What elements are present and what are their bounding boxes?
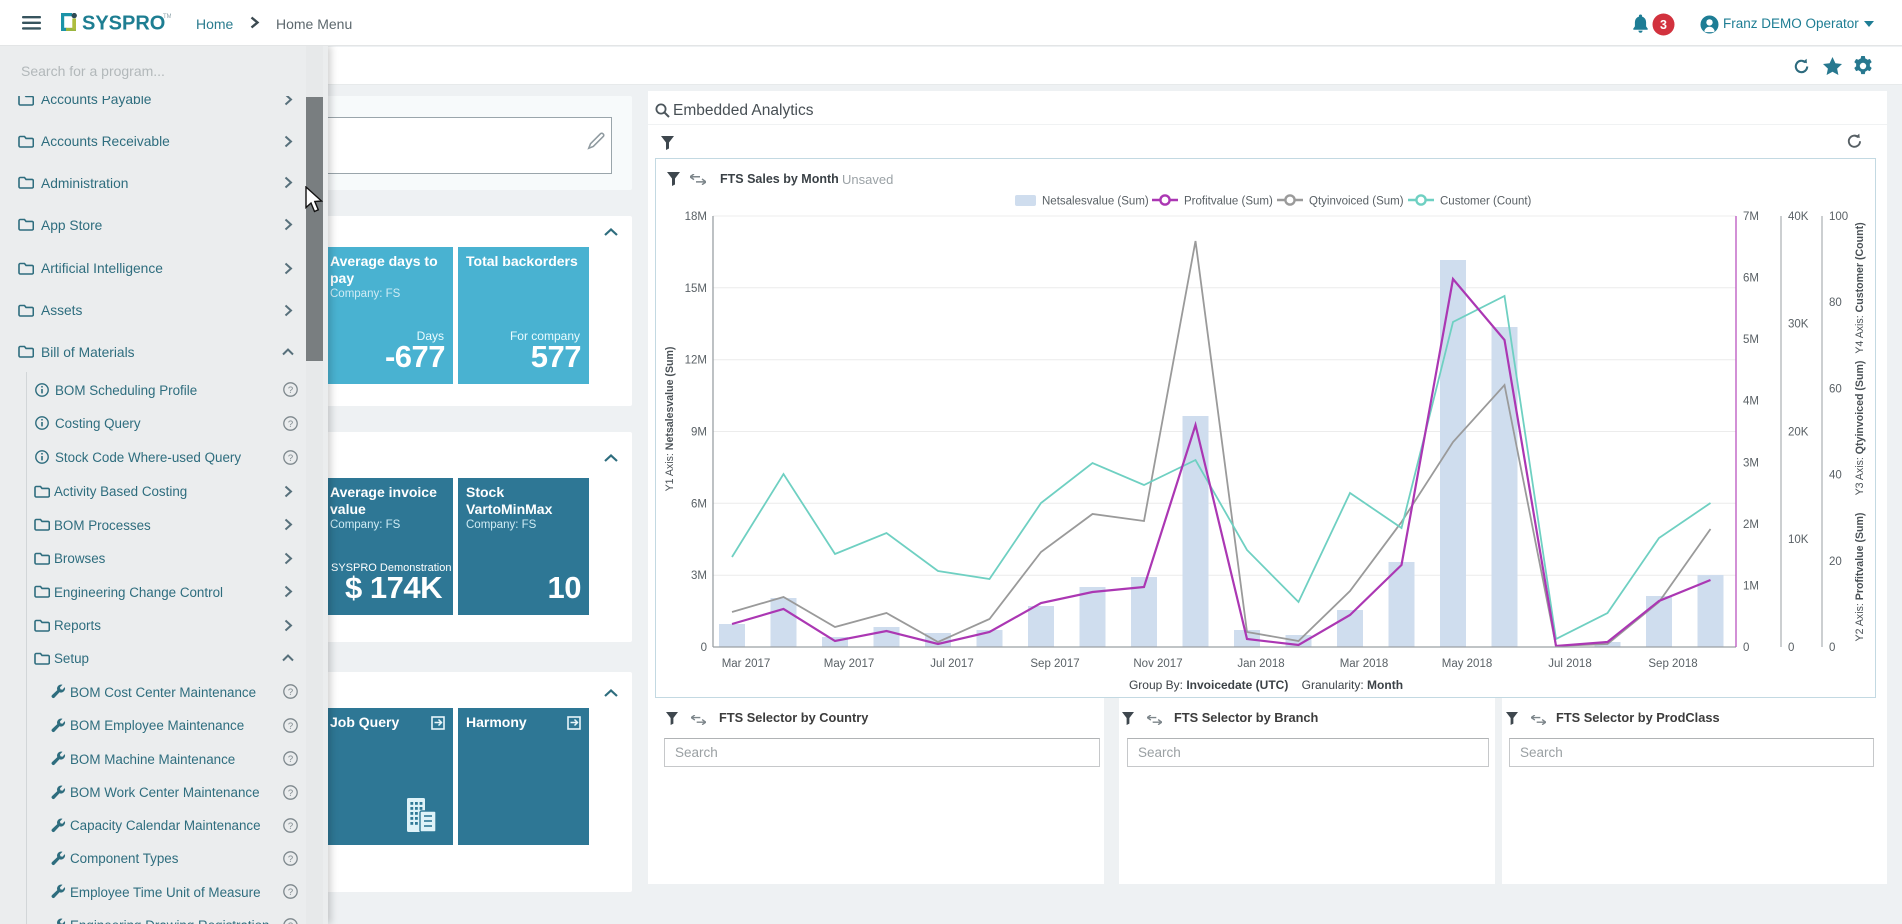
svg-text:20: 20 <box>1829 556 1842 568</box>
svg-text:5M: 5M <box>1743 334 1759 346</box>
svg-text:Netsalesvalue (Sum): Netsalesvalue (Sum) <box>1042 196 1149 208</box>
svg-text:Jan 2018: Jan 2018 <box>1237 658 1284 670</box>
svg-text:?: ? <box>288 854 293 865</box>
svg-text:May 2017: May 2017 <box>824 658 875 670</box>
svg-text:40K: 40K <box>1788 211 1809 223</box>
svg-text:Sep 2017: Sep 2017 <box>1030 658 1079 670</box>
svg-text:SYSPRO: SYSPRO <box>82 13 165 33</box>
svg-text:30K: 30K <box>1788 319 1809 331</box>
svg-text:Y2 Axis: Profitvalue (Sum): Y2 Axis: Profitvalue (Sum) <box>1854 513 1866 642</box>
svg-text:?: ? <box>288 788 293 799</box>
svg-text:9M: 9M <box>691 427 707 439</box>
svg-text:Sep 2018: Sep 2018 <box>1648 658 1697 670</box>
svg-text:3M: 3M <box>691 570 707 582</box>
svg-text:60: 60 <box>1829 383 1842 395</box>
svg-text:100: 100 <box>1829 211 1848 223</box>
svg-text:TM: TM <box>163 14 171 20</box>
svg-text:3M: 3M <box>1743 457 1759 469</box>
svg-text:?: ? <box>288 687 293 698</box>
svg-text:Y4 Axis: Customer (Count): Y4 Axis: Customer (Count) <box>1854 222 1866 353</box>
svg-text:?: ? <box>288 887 293 898</box>
svg-text:Profitvalue (Sum): Profitvalue (Sum) <box>1184 196 1273 208</box>
svg-text:Mar 2017: Mar 2017 <box>722 658 771 670</box>
svg-text:?: ? <box>288 754 293 765</box>
svg-text:Group By: Invoicedate (UTC): Group By: Invoicedate (UTC) Granularity:… <box>1129 678 1403 692</box>
svg-text:Y1 Axis: Netsalesvalue (Sum): Y1 Axis: Netsalesvalue (Sum) <box>664 347 676 492</box>
svg-text:Customer (Count): Customer (Count) <box>1440 196 1532 208</box>
svg-text:0: 0 <box>1743 642 1749 654</box>
svg-text:?: ? <box>288 385 293 396</box>
svg-text:0: 0 <box>1829 642 1835 654</box>
svg-text:7M: 7M <box>1743 211 1759 223</box>
svg-text:Jul 2017: Jul 2017 <box>930 658 973 670</box>
svg-text:?: ? <box>288 721 293 732</box>
svg-text:4M: 4M <box>1743 396 1759 408</box>
svg-text:Qtyinvoiced (Sum): Qtyinvoiced (Sum) <box>1309 196 1404 208</box>
svg-text:?: ? <box>288 821 293 832</box>
svg-text:Y3 Axis: Qtyinvoiced (Sum): Y3 Axis: Qtyinvoiced (Sum) <box>1854 361 1866 496</box>
svg-text:1M: 1M <box>1743 580 1759 592</box>
svg-text:?: ? <box>288 419 293 430</box>
svg-text:May 2018: May 2018 <box>1442 658 1493 670</box>
svg-text:6M: 6M <box>691 498 707 510</box>
svg-text:?: ? <box>288 921 293 924</box>
svg-text:12M: 12M <box>685 355 707 367</box>
svg-text:10K: 10K <box>1788 534 1809 546</box>
svg-text:3: 3 <box>1660 18 1667 32</box>
svg-text:2M: 2M <box>1743 519 1759 531</box>
svg-text:0: 0 <box>701 642 707 654</box>
svg-text:Nov 2017: Nov 2017 <box>1133 658 1182 670</box>
svg-text:80: 80 <box>1829 297 1842 309</box>
svg-text:?: ? <box>288 453 293 464</box>
svg-text:Mar 2018: Mar 2018 <box>1340 658 1389 670</box>
svg-text:20K: 20K <box>1788 427 1809 439</box>
svg-text:15M: 15M <box>685 283 707 295</box>
svg-text:6M: 6M <box>1743 273 1759 285</box>
svg-text:40: 40 <box>1829 470 1842 482</box>
svg-text:Jul 2018: Jul 2018 <box>1548 658 1591 670</box>
svg-text:18M: 18M <box>685 211 707 223</box>
svg-text:0: 0 <box>1788 642 1794 654</box>
